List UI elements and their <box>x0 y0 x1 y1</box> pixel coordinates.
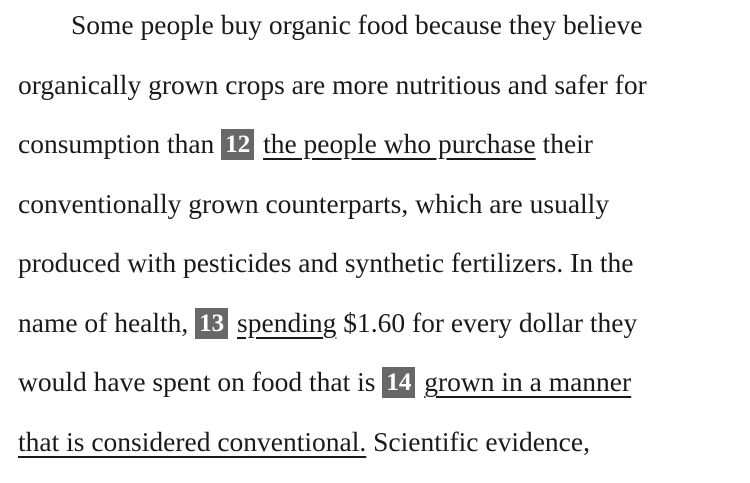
passage-text: organically grown crops are more nutriti… <box>18 69 647 100</box>
question-number-13[interactable]: 13 <box>195 308 228 339</box>
passage-line-2: organically grown crops are more nutriti… <box>18 67 750 127</box>
passage-text: consumption than <box>18 128 221 159</box>
passage-text: conventionally grown counterparts, which… <box>18 188 609 219</box>
passage-text: Scientific evidence, <box>366 426 590 457</box>
passage-text: produced with pesticides and synthetic f… <box>18 247 634 278</box>
underlined-portion-13[interactable]: spending <box>237 307 336 338</box>
question-number-14[interactable]: 14 <box>382 367 415 398</box>
underlined-portion-14[interactable]: grown in a manner <box>424 366 631 397</box>
question-number-12[interactable]: 12 <box>221 129 254 160</box>
passage-text: would have spent on food that is <box>18 366 382 397</box>
passage-line-4: conventionally grown counterparts, which… <box>18 186 750 246</box>
underlined-portion-12[interactable]: the people who purchase <box>263 128 536 159</box>
passage-line-5: produced with pesticides and synthetic f… <box>18 245 750 305</box>
passage-text: Some people buy organic food because the… <box>71 9 642 40</box>
passage-line-3: consumption than 12 the people who purch… <box>18 126 750 186</box>
passage-line-7: would have spent on food that is 14 grow… <box>18 364 750 424</box>
passage-text: name of health, <box>18 307 195 338</box>
passage-line-1: Some people buy organic food because the… <box>18 7 750 67</box>
underlined-portion-14-continued[interactable]: that is considered conventional. <box>18 426 366 457</box>
passage-text: $1.60 for every dollar they <box>336 307 637 338</box>
passage-text: their <box>536 128 593 159</box>
passage-line-6: name of health, 13 spending $1.60 for ev… <box>18 305 750 365</box>
passage-line-8: that is considered conventional. Scienti… <box>18 424 750 483</box>
